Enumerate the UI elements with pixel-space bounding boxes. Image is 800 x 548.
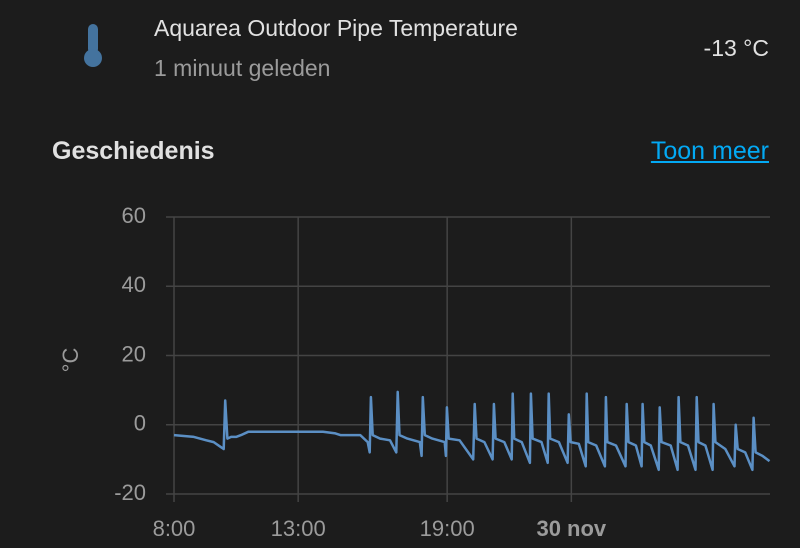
y-tick-label: -20 (114, 480, 146, 505)
series-line (173, 390, 771, 472)
y-tick-label: 60 (122, 203, 146, 228)
x-tick-label: 8:00 (153, 516, 196, 541)
history-title: Geschiedenis (52, 137, 215, 165)
y-axis-title: °C (58, 348, 83, 373)
y-tick-label: 0 (134, 411, 146, 436)
y-tick-label: 20 (122, 341, 146, 366)
last-changed: 1 minuut geleden (154, 55, 331, 81)
show-more-link[interactable]: Toon meer (650, 137, 769, 165)
x-tick-label: 30 nov (536, 516, 606, 541)
x-tick-label: 19:00 (420, 516, 475, 541)
entity-state: -13 °C (703, 35, 769, 61)
entity-name: Aquarea Outdoor Pipe Temperature (154, 15, 518, 41)
thermometer-icon (84, 24, 102, 67)
x-tick-label: 13:00 (271, 516, 326, 541)
y-tick-label: 40 (122, 272, 146, 297)
